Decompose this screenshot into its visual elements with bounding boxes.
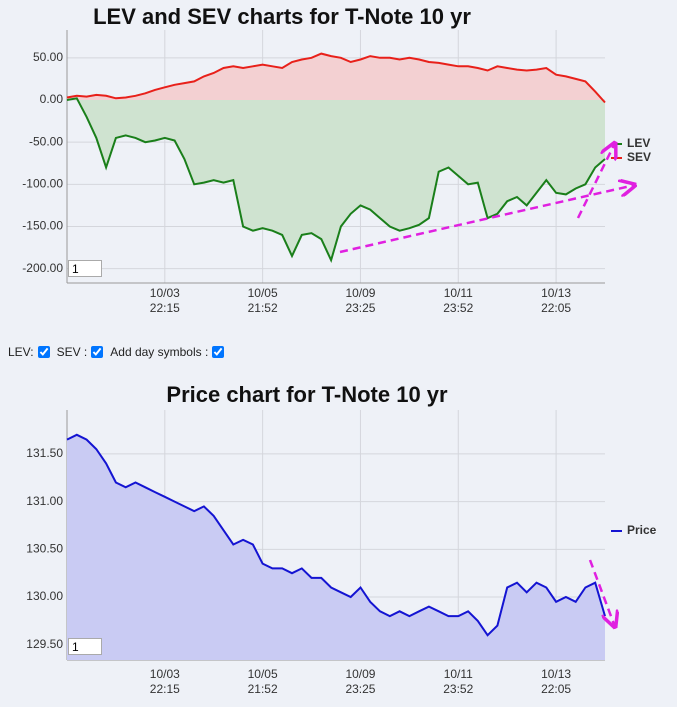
x-tick-label: 10/13 22:05 (541, 667, 572, 696)
chart-title: Price chart for T-Note 10 yr (166, 382, 448, 407)
toggle-label: LEV: (8, 345, 34, 359)
y-tick-label: 131.50 (26, 446, 63, 460)
y-tick-label: -50.00 (29, 134, 63, 148)
y-tick-label: -100.00 (22, 177, 63, 191)
x-tick-label: 10/11 23:52 (443, 286, 474, 315)
legend-label: Price (627, 523, 657, 537)
lev-checkbox[interactable] (37, 346, 50, 358)
y-tick-label: -150.00 (22, 219, 63, 233)
sev-checkbox[interactable] (91, 346, 104, 358)
y-tick-label: -200.00 (22, 261, 63, 275)
x-tick-label: 10/03 22:15 (149, 667, 180, 696)
y-tick-label: 130.50 (26, 541, 63, 555)
line (66, 97, 606, 264)
y-tick-label: 130.00 (26, 589, 63, 603)
area (67, 98, 605, 261)
annotation-arrow (576, 143, 615, 219)
annotation-arrow (588, 559, 615, 627)
x-tick-label: 10/03 22:15 (149, 286, 180, 315)
x-tick-label: 10/09 23:25 (345, 286, 376, 315)
area (67, 53, 605, 103)
zoom-input[interactable]: 1 (68, 260, 102, 277)
y-tick-label: 0.00 (40, 92, 64, 106)
zoom-input[interactable]: 1 (68, 638, 102, 655)
line (66, 433, 606, 637)
chart-title: LEV and SEV charts for T-Note 10 yr (93, 4, 471, 29)
x-tick-label: 10/13 22:05 (541, 286, 572, 315)
legend-label: LEV (627, 136, 650, 150)
annotation-arrow (339, 185, 635, 254)
x-tick-label: 10/05 21:52 (247, 667, 278, 696)
y-tick-label: 131.00 (26, 494, 63, 508)
x-tick-label: 10/09 23:25 (345, 667, 376, 696)
y-tick-label: 129.50 (26, 637, 63, 651)
series-toggles: LEV: SEV : Add day symbols : (8, 345, 228, 359)
area (67, 434, 605, 660)
x-tick-label: 10/11 23:52 (443, 667, 474, 696)
legend-label: SEV (627, 150, 651, 164)
line (66, 52, 606, 104)
toggle-label: Add day symbols : (110, 345, 209, 359)
y-tick-label: 50.00 (33, 50, 63, 64)
x-tick-label: 10/05 21:52 (247, 286, 278, 315)
toggle-label: SEV : (56, 345, 88, 359)
day-symbols-checkbox[interactable] (212, 346, 225, 358)
